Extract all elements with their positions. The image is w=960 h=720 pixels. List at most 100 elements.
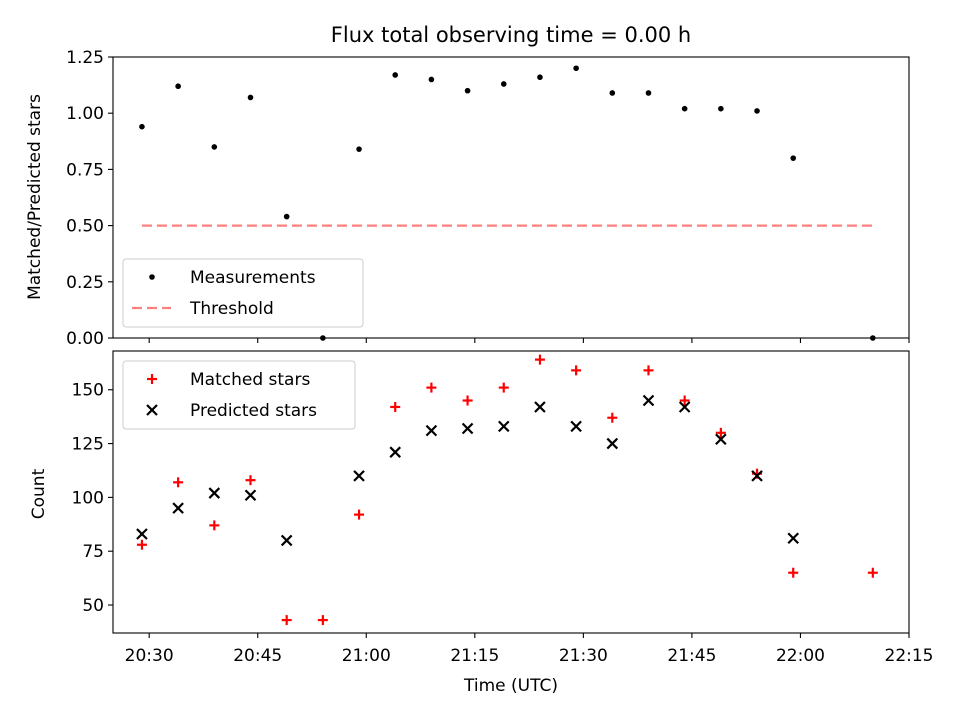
bottom-series-1-point-6-b [389,446,401,458]
top-series-0-point-0 [139,123,145,130]
bottom-legend-swatch-1 [146,404,158,416]
bottom-series-1-point-13 [642,394,655,407]
top-y-tick-label-0: 0.00 [66,329,104,349]
bottom-series-0-point-13 [607,412,618,423]
bottom-y-tick-label-1: 75 [82,542,104,562]
bottom-series-1-point-0-b [136,528,148,540]
bottom-series-1-point-11 [570,420,582,433]
top-chart-y-axis-label: Matched/Predicted stars [25,94,45,300]
bottom-series-1-point-17 [787,532,799,545]
top-axes-frame [112,56,910,339]
bottom-series-0-point-7 [390,401,401,412]
top-series-0-point-11 [537,74,543,81]
top-y-tick-label-4: 1.00 [66,104,104,124]
bottom-legend-label-0: Matched stars [190,370,310,390]
bottom-series-0-point-18 [788,567,799,578]
bottom-series-0-point-15 [679,395,690,406]
bottom-series-1-point-16 [751,470,763,482]
bottom-series-1-point-9-b [497,420,510,433]
bottom-x-tick-label-7: 22:15 [885,646,934,666]
bottom-x-tick-label-0: 20:30 [125,646,174,666]
bottom-y-tick-label-2: 100 [72,488,104,508]
top-series-0-point-14 [645,90,652,96]
bottom-chart-x-axis-label: Time (UTC) [463,676,558,696]
bottom-series-1-point-15-b [715,433,727,446]
top-series-0-point-1 [175,83,181,90]
bottom-series-0-point-1 [173,477,184,488]
bottom-series-1-point-8-b [461,422,474,435]
top-series-0-point-3 [247,94,254,101]
bottom-series-1-point-10 [534,401,546,413]
bottom-series-1-point-2 [208,487,221,499]
top-legend-swatch-0 [149,274,155,280]
top-series-0-point-16 [718,105,724,112]
top-series-0-point-8 [428,76,435,83]
bottom-series-1-point-4-b [280,534,293,547]
bottom-series-1-point-9 [497,420,510,433]
top-chart-title: Flux total observing time = 0.00 h [331,23,691,47]
top-series-0-point-17 [754,108,760,114]
bottom-series-1-point-3-b [244,489,257,502]
bottom-series-0-point-16 [715,427,726,438]
bottom-x-tick-label-1: 20:45 [233,646,282,666]
bottom-series-1-point-3 [244,489,257,502]
bottom-legend-swatch-1-b [146,404,158,416]
top-y-tick-label-5: 1.25 [66,48,104,68]
bottom-series-1-point-6 [389,446,401,458]
bottom-series-1-point-5 [353,470,365,482]
top-series-0-point-4 [283,213,290,220]
bottom-series-1-point-16-b [751,470,763,482]
bottom-axes-frame [112,350,910,634]
top-series-0-point-12 [573,65,579,72]
top-legend-label-0: Measurements [190,268,316,288]
bottom-series-1-point-7 [425,424,438,437]
bottom-x-tick-label-2: 21:00 [342,646,391,666]
top-y-tick-label-3: 0.75 [66,160,104,180]
bottom-x-tick-label-5: 21:45 [667,646,716,666]
bottom-series-0-point-19 [867,567,878,578]
top-series-0-point-9 [464,87,471,94]
bottom-series-0-point-10 [498,382,509,393]
bottom-series-1-point-12-b [606,437,619,450]
bottom-series-1-point-11-b [570,420,582,433]
top-plot-area: 0.00 0.25 0.50 0.75 1.00 1.25 [66,48,910,349]
bottom-legend-label-1: Predicted stars [190,401,317,421]
top-series-0-point-18 [790,155,797,161]
bottom-series-1-point-4 [280,534,293,547]
bottom-series-1-point-13-b [642,394,655,407]
bottom-series-0-point-8 [426,382,437,393]
top-series-0-point-13 [609,90,616,96]
bottom-legend-box [122,360,356,430]
bottom-series-1-point-15 [715,433,727,446]
bottom-y-tick-label-4: 150 [72,381,104,401]
bottom-x-tick-label-6: 22:00 [776,646,825,666]
top-legend-box [122,258,364,328]
top-y-tick-label-2: 0.50 [66,217,104,237]
bottom-series-1-point-8 [461,422,474,435]
bottom-series-0-point-11 [534,354,545,365]
top-series-0-point-2 [211,144,218,150]
bottom-series-0-point-0 [136,539,147,550]
bottom-series-1-point-1-b [172,502,184,514]
top-series-0-point-6 [356,146,362,152]
bottom-series-1-point-14 [678,401,691,413]
bottom-series-0-point-5 [317,615,328,626]
top-legend: Measurements Threshold [122,258,364,328]
bottom-series-1-point-14-b [678,401,691,413]
bottom-series-0-point-4 [281,615,292,626]
bottom-series-0-point-12 [571,365,582,376]
bottom-legend-swatch-0 [147,374,157,384]
bottom-series-0-point-2 [209,520,220,531]
bottom-series-1-point-17-b [787,532,799,545]
bottom-plot-area: 50 75 100 125 150 20:30 20:45 21:00 21:15 21:30 21… [72,350,934,666]
bottom-series-0-point-6 [354,509,365,520]
bottom-series-1-point-1 [172,502,184,514]
bottom-x-tick-label-4: 21:30 [559,646,608,666]
bottom-y-tick-label-0: 50 [82,596,104,616]
bottom-legend: Matched stars Predicted stars [122,360,356,430]
bottom-series-0-point-9 [462,395,473,406]
bottom-series-0-point-14 [643,365,654,376]
bottom-series-1-point-0 [136,528,148,540]
